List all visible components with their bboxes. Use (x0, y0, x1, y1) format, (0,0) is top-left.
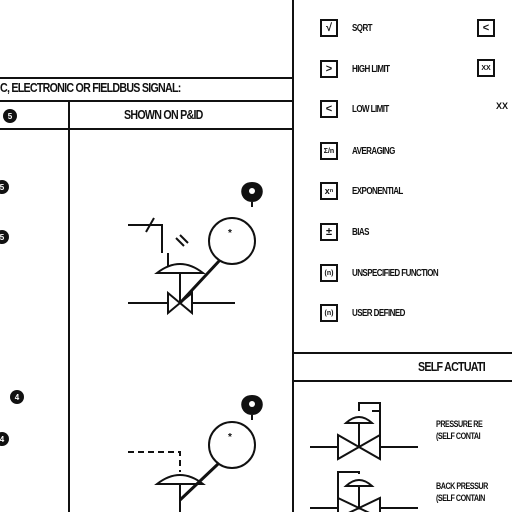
sqrt-icon: √ (320, 19, 338, 37)
function-row-low-limit: < LOW LIMIT (320, 98, 398, 120)
function-row-sqrt: √ SQRT (320, 17, 377, 39)
function-label: UNSPECIFIED FUNCTION (352, 267, 439, 279)
signal-heading: C, ELECTRONIC OR FIELDBUS SIGNAL: (0, 80, 181, 95)
marker-bubble-4: 4 (0, 432, 9, 446)
self-actuated-heading: SELF ACTUATI (418, 359, 486, 374)
right-low-limit-icon: < (477, 19, 495, 37)
function-label: AVERAGING (352, 145, 395, 157)
function-row-high-limit: > HIGH LIMIT (320, 58, 399, 80)
function-label: LOW LIMIT (352, 103, 389, 115)
averaging-icon: Σ/n (320, 142, 338, 160)
function-row-averaging: Σ/n AVERAGING (320, 140, 406, 162)
function-label: BIAS (352, 226, 369, 238)
instrument-tag-bottom: * (228, 432, 232, 443)
self-actuated-header-rule (292, 380, 512, 382)
back-pressure-regulator-line2: (SELF CONTAIN (436, 493, 485, 503)
function-row-unspecified: (n) UNSPECIFIED FUNCTION (320, 262, 460, 284)
function-label: HIGH LIMIT (352, 63, 390, 75)
function-row-user-defined: (n) USER DEFINED (320, 302, 418, 324)
exponential-icon: xⁿ (320, 182, 338, 200)
functions-bottom-rule (292, 352, 512, 354)
marker-bubble-3: 4 (10, 390, 24, 404)
function-row-bias: ± BIAS (320, 221, 373, 243)
marker-bubble-header: 5 (3, 109, 17, 123)
bias-icon: ± (320, 223, 338, 241)
left-header-bottom-rule (0, 128, 292, 130)
right-xx-icon: XX (477, 59, 495, 77)
low-limit-icon: < (320, 100, 338, 118)
pressure-regulator-line1: PRESSURE RE (436, 419, 483, 429)
function-label: USER DEFINED (352, 307, 405, 319)
panel-divider (292, 0, 294, 512)
high-limit-icon: > (320, 60, 338, 78)
function-label: EXPONENTIAL (352, 185, 403, 197)
marker-bubble-2: 5 (0, 230, 9, 244)
back-pressure-regulator-symbol (310, 471, 418, 512)
instrument-tag-top: * (228, 228, 232, 239)
right-xx-text: XX (496, 101, 509, 111)
back-pressure-regulator-line1: BACK PRESSUR (436, 481, 488, 491)
back-pressure-regulator-label: BACK PRESSUR (SELF CONTAIN (436, 480, 488, 504)
left-column-divider (68, 100, 70, 512)
shown-on-pid-heading: SHOWN ON P&ID (124, 107, 203, 122)
left-header-mid-rule (0, 100, 292, 102)
pressure-regulator-label: PRESSURE RE (SELF CONTAI (436, 418, 483, 442)
pid-dashed-signal-symbol (128, 394, 263, 512)
pid-electronic-signal-symbol (128, 181, 263, 316)
left-header-top-rule (0, 77, 292, 79)
user-defined-icon: (n) (320, 304, 338, 322)
marker-bubble-1: 5 (0, 180, 9, 194)
function-row-exponential: xⁿ EXPONENTIAL (320, 180, 415, 202)
unspecified-function-icon: (n) (320, 264, 338, 282)
pressure-regulator-line2: (SELF CONTAI (436, 431, 481, 441)
pressure-regulator-symbol (310, 402, 418, 461)
function-label: SQRT (352, 22, 373, 34)
